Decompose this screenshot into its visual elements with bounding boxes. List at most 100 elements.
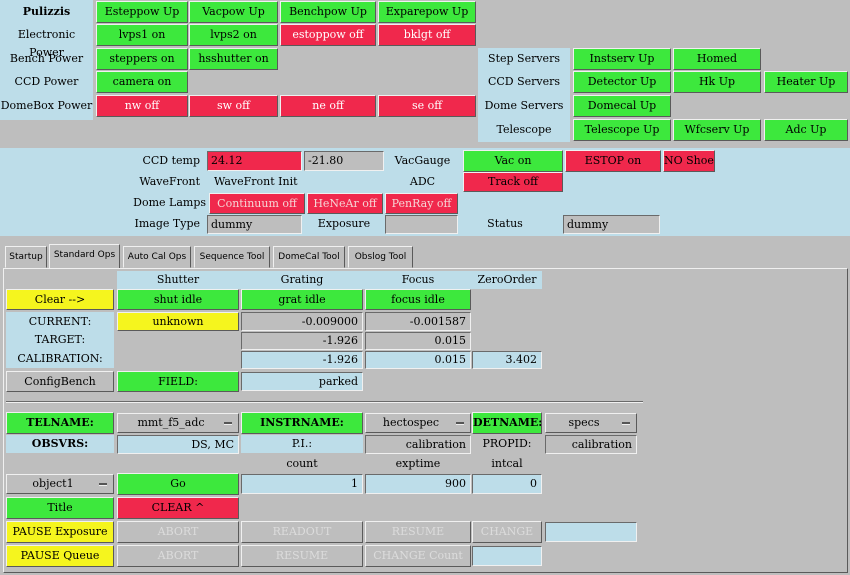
exparepow-button[interactable]: Exparepow Up [378,1,476,23]
change-count-button[interactable]: CHANGE Count [365,545,471,567]
lvps1-button[interactable]: lvps1 on [96,24,188,46]
clear-arrow-button[interactable]: Clear --> [6,289,114,310]
no-shoe-button[interactable]: NO Shoe ! [663,150,715,172]
sw-button[interactable]: sw off [189,95,278,117]
status-label: Status [487,217,523,230]
track-off-button[interactable]: Track off [463,172,563,192]
tab-content-panel [3,268,848,573]
current-shutter-field: unknown [117,312,239,331]
penray-button[interactable]: PenRay off [385,193,458,214]
propid-field[interactable]: calibration [545,435,637,454]
separator [6,401,643,403]
wfcserv-button[interactable]: Wfcserv Up [673,119,761,141]
heater-button[interactable]: Heater Up [764,71,848,93]
exposure-field [385,215,458,234]
tab-standard-ops[interactable]: Standard Ops [49,244,120,269]
column-header-band [117,271,542,289]
exptime-field[interactable]: 900 [365,474,471,494]
change-field[interactable] [545,522,637,542]
homed-button[interactable]: Homed [673,48,761,70]
domebox-power-label: DomeBox Power [0,99,93,112]
shutter-header: Shutter [156,273,200,286]
zeroorder-header: ZeroOrder [477,273,537,286]
focus-header: Focus [401,273,435,286]
grating-header: Grating [280,273,324,286]
propid-label: PROPID: [482,437,532,450]
pause-queue-button[interactable]: PAUSE Queue [6,545,114,567]
lvps2-button[interactable]: lvps2 on [189,24,278,46]
calibration-label: CALIBRATION: [17,352,103,365]
object-dropdown[interactable]: object1 [6,474,114,494]
estoppow-button[interactable]: estoppow off [280,24,376,46]
se-button[interactable]: se off [378,95,476,117]
ccd-power-label: CCD Power [14,75,79,88]
domecal-button[interactable]: Domecal Up [573,95,671,117]
count-field[interactable]: 1 [241,474,363,494]
target-label: TARGET: [34,333,86,346]
wavefront-value: WaveFront Init [214,175,298,188]
pi-field[interactable]: calibration [365,435,471,454]
instrname-dropdown[interactable]: hectospec [365,413,471,433]
steppers-button[interactable]: steppers on [96,48,188,70]
obsvrs-field[interactable]: DS, MC [117,435,239,454]
intcal-label: intcal [491,457,523,470]
clear-caret-button[interactable]: CLEAR ^ [117,497,239,519]
henear-button[interactable]: HeNeAr off [307,193,383,214]
instserv-button[interactable]: Instserv Up [573,48,671,70]
cal-zeroorder-field[interactable]: 3.402 [472,351,542,369]
vac-on-button[interactable]: Vac on [463,150,563,172]
tab-domecal-tool[interactable]: DomeCal Tool [273,246,345,268]
continuum-button[interactable]: Continuum off [209,193,305,214]
configbench-button[interactable]: ConfigBench [6,371,114,392]
abort-queue-button[interactable]: ABORT [117,545,239,567]
hsshutter-button[interactable]: hsshutter on [189,48,278,70]
intcal-field[interactable]: 0 [472,474,542,494]
exposure-label: Exposure [317,217,371,230]
detname-dropdown[interactable]: specs [545,413,637,433]
estop-on-button[interactable]: ESTOP on [565,150,661,172]
obsvrs-label: OBSVRS: [31,437,89,450]
title-button[interactable]: Title [6,497,114,519]
target-grating-field: -1.926 [241,332,363,350]
pause-exposure-button[interactable]: PAUSE Exposure [6,521,114,543]
telname-dropdown[interactable]: mmt_f5_adc [117,413,239,433]
ne-button[interactable]: ne off [280,95,376,117]
resume-exposure-button[interactable]: RESUME [365,521,471,543]
change-count-field[interactable] [472,546,542,566]
change-button[interactable]: CHANGE [472,521,542,543]
vacpow-button[interactable]: Vacpow Up [189,1,278,23]
tab-startup[interactable]: Startup [5,246,47,268]
bklgt-button[interactable]: bklgt off [378,24,476,46]
tab-sequence-tool[interactable]: Sequence Tool [194,246,270,268]
resume-queue-button[interactable]: RESUME [241,545,363,567]
ccd-temp-label: CCD temp [142,154,200,167]
telescope-label: Telescope [496,123,552,136]
tab-obslog-tool[interactable]: Obslog Tool [348,246,413,268]
pi-label-panel [241,435,363,453]
cal-focus-field[interactable]: 0.015 [365,351,471,369]
esteppow-button[interactable]: Esteppow Up [96,1,188,23]
go-button[interactable]: Go [117,473,239,495]
benchpow-button[interactable]: Benchpow Up [280,1,376,23]
dome-lamps-label: Dome Lamps [133,196,206,209]
cal-grating-field[interactable]: -1.926 [241,351,363,369]
focus-idle-status: focus idle [365,289,471,310]
servers-label-panel [478,48,570,142]
abort-exposure-button[interactable]: ABORT [117,521,239,543]
current-focus-field: -0.001587 [365,312,471,331]
current-grating-field: -0.009000 [241,312,363,331]
dome-servers-label: Dome Servers [484,99,564,112]
field-value[interactable]: parked [241,372,363,391]
wavefront-label: WaveFront [139,175,200,188]
detector-button[interactable]: Detector Up [573,71,671,93]
telname-label: TELNAME: [6,412,114,434]
adc-label: ADC [409,175,436,188]
readout-button[interactable]: READOUT [241,521,363,543]
nw-button[interactable]: nw off [96,95,188,117]
telescope-up-button[interactable]: Telescope Up [573,119,671,141]
adc-button[interactable]: Adc Up [764,119,848,141]
camera-button[interactable]: camera on [96,71,188,93]
bench-power-label: Bench Power [9,52,84,65]
hk-button[interactable]: Hk Up [673,71,761,93]
tab-auto-cal-ops[interactable]: Auto Cal Ops [123,246,191,268]
